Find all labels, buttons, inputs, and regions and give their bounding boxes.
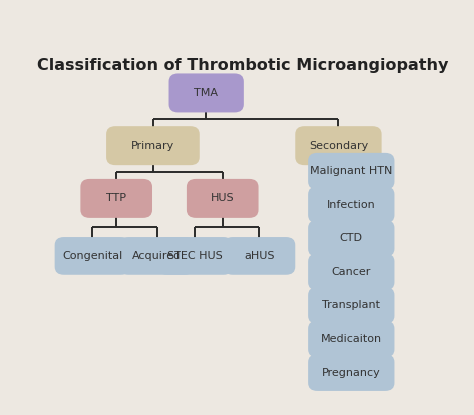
Text: Infection: Infection: [327, 200, 376, 210]
Text: Primary: Primary: [131, 141, 174, 151]
Text: Classification of Thrombotic Microangiopathy: Classification of Thrombotic Microangiop…: [37, 58, 448, 73]
FancyBboxPatch shape: [55, 237, 130, 275]
FancyBboxPatch shape: [81, 179, 152, 218]
Text: TTP: TTP: [106, 193, 126, 203]
FancyBboxPatch shape: [224, 237, 295, 275]
Text: Congenital: Congenital: [62, 251, 122, 261]
Text: Secondary: Secondary: [309, 141, 368, 151]
FancyBboxPatch shape: [169, 73, 244, 112]
Text: Pregnancy: Pregnancy: [322, 368, 381, 378]
Text: Cancer: Cancer: [332, 267, 371, 277]
FancyBboxPatch shape: [308, 254, 394, 290]
Text: Malignant HTN: Malignant HTN: [310, 166, 392, 176]
Text: Acquired: Acquired: [132, 251, 181, 261]
Text: HUS: HUS: [211, 193, 235, 203]
FancyBboxPatch shape: [308, 354, 394, 391]
Text: Medicaiton: Medicaiton: [321, 334, 382, 344]
FancyBboxPatch shape: [187, 179, 258, 218]
FancyBboxPatch shape: [308, 220, 394, 257]
Text: aHUS: aHUS: [244, 251, 275, 261]
Text: TMA: TMA: [194, 88, 218, 98]
FancyBboxPatch shape: [106, 126, 200, 165]
FancyBboxPatch shape: [308, 287, 394, 324]
Text: Transplant: Transplant: [322, 300, 380, 310]
Text: STEC HUS: STEC HUS: [167, 251, 223, 261]
FancyBboxPatch shape: [308, 153, 394, 190]
FancyBboxPatch shape: [295, 126, 382, 165]
FancyBboxPatch shape: [308, 186, 394, 223]
FancyBboxPatch shape: [157, 237, 233, 275]
FancyBboxPatch shape: [119, 237, 194, 275]
FancyBboxPatch shape: [308, 321, 394, 357]
Text: CTD: CTD: [340, 233, 363, 243]
